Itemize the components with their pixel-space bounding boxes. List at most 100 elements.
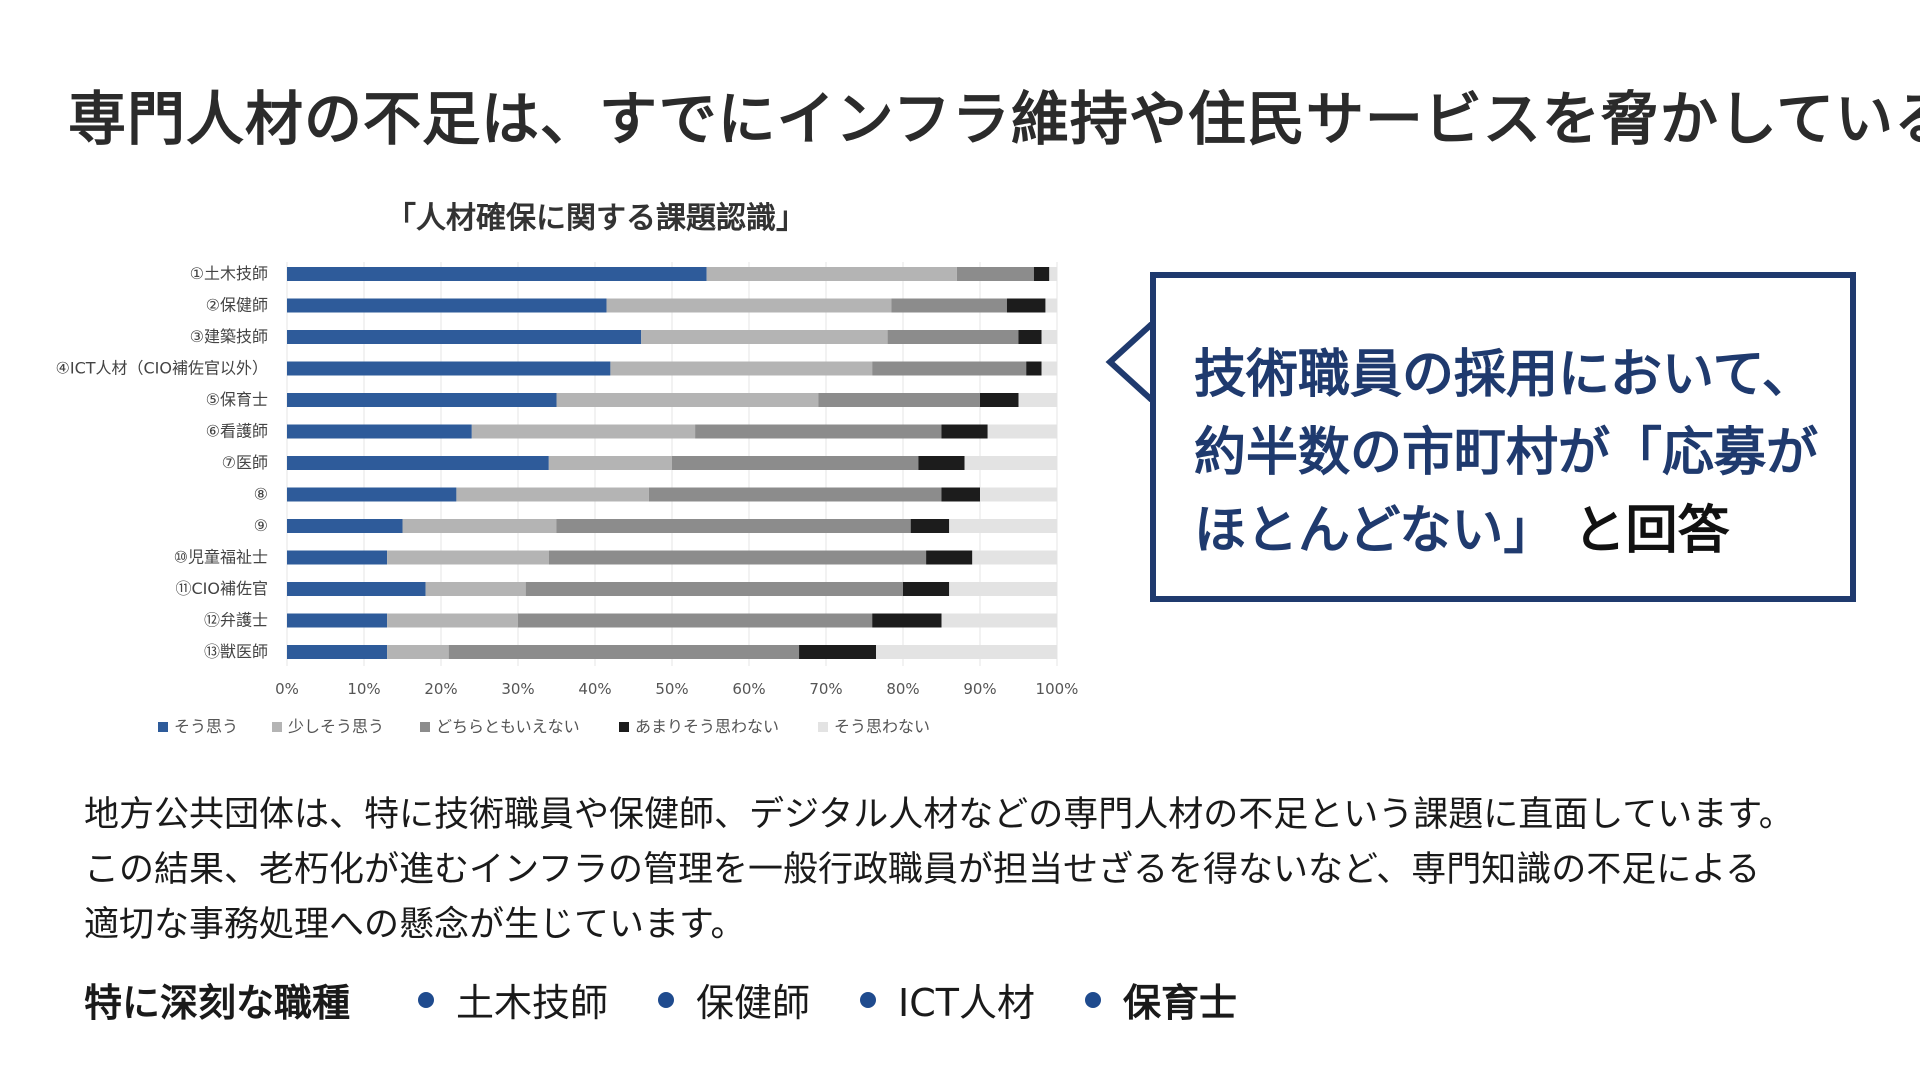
serious-jobs-label: 特に深刻な職種 bbox=[84, 981, 351, 1025]
legend-swatch bbox=[818, 722, 828, 732]
job-item: 土木技師 bbox=[418, 972, 608, 1027]
bar-segment bbox=[1026, 361, 1042, 376]
bar-segment bbox=[287, 267, 707, 281]
category-label: ⑤保育士 bbox=[206, 390, 268, 409]
category-label: ⑨ bbox=[254, 516, 268, 535]
callout-line-3-dark: と回答 bbox=[1573, 501, 1730, 561]
bar-segment bbox=[941, 487, 980, 502]
page-headline: 専門人材の不足は、すでにインフラ維持や住民サービスを脅かしている bbox=[68, 85, 1920, 153]
bar-segment bbox=[287, 456, 549, 470]
serious-jobs-row: 特に深刻な職種 土木技師 保健師 ICT人材 保育士 bbox=[84, 972, 1287, 1027]
category-label: ③建築技師 bbox=[190, 327, 268, 346]
x-tick-label: 10% bbox=[347, 680, 380, 698]
category-label: ⑬獣医師 bbox=[204, 642, 268, 661]
bar-segment bbox=[876, 645, 1057, 659]
bar-segment bbox=[949, 582, 1057, 596]
bar-segment bbox=[964, 456, 1057, 470]
bar-segment bbox=[1041, 361, 1057, 376]
bullet-dot-icon bbox=[860, 991, 877, 1008]
legend-label: どちらともいえない bbox=[436, 717, 580, 736]
bar-segment bbox=[672, 456, 919, 470]
bar-segment bbox=[949, 519, 1057, 533]
bar-segment bbox=[387, 645, 449, 659]
bar-segment bbox=[610, 361, 873, 376]
body-line-3: 適切な事務処理への懸念が生じています。 bbox=[84, 905, 746, 945]
x-tick-label: 0% bbox=[275, 680, 299, 698]
bar-segment bbox=[706, 267, 957, 281]
stacked-bar-chart: 「人材確保に関する課題認識」 0% 10% 20% 30% 40% 50% 60% 70% 80%… bbox=[0, 190, 1110, 750]
category-label: ④ICT人材（CIO補佐官以外） bbox=[56, 359, 269, 378]
bar-segment bbox=[387, 613, 518, 628]
bar-segment bbox=[548, 550, 927, 565]
bar-segment bbox=[1018, 393, 1057, 407]
x-tick-label: 20% bbox=[424, 680, 457, 698]
legend-label: そう思う bbox=[174, 717, 238, 736]
job-text: 土木技師 bbox=[456, 981, 609, 1025]
bar-segment bbox=[648, 487, 942, 502]
job-item: 保健師 bbox=[658, 972, 810, 1027]
callout-line-3-blue: ほとんどない」 bbox=[1194, 501, 1556, 561]
bar-segment bbox=[1049, 267, 1057, 281]
callout-text: 技術職員の採用において、 約半数の市町村が「応募が ほとんどない」 と回答 bbox=[1194, 336, 1830, 570]
bar-segment bbox=[872, 361, 1027, 376]
bar-segment bbox=[548, 456, 672, 470]
bullet-dot-icon bbox=[418, 991, 435, 1008]
bar-segment bbox=[941, 424, 988, 439]
category-label: ⑪CIO補佐官 bbox=[176, 579, 269, 598]
bar-segment bbox=[1018, 330, 1042, 344]
bar-segment bbox=[402, 519, 557, 533]
bar-segment bbox=[956, 267, 1034, 281]
bar-segment bbox=[818, 393, 980, 407]
x-tick-label: 70% bbox=[809, 680, 842, 698]
bar-segment bbox=[525, 582, 903, 596]
bar-segment bbox=[1041, 330, 1057, 344]
bar-segment bbox=[556, 519, 911, 533]
bar-segment bbox=[980, 393, 1019, 407]
bar-segment bbox=[287, 330, 642, 344]
bar-segment bbox=[910, 519, 950, 533]
category-label: ⑧ bbox=[254, 485, 268, 504]
bar-segment bbox=[695, 424, 942, 439]
callout-line-1: 技術職員の採用において、 bbox=[1194, 345, 1814, 405]
callout-box: 技術職員の採用において、 約半数の市町村が「応募が ほとんどない」 と回答 bbox=[1150, 272, 1856, 602]
legend-swatch bbox=[619, 722, 629, 732]
chart-canvas: 「人材確保に関する課題認識」 0% 10% 20% 30% 40% 50% 60% 70% 80%… bbox=[56, 201, 1079, 736]
x-tick-label: 50% bbox=[655, 680, 688, 698]
x-tick-label: 90% bbox=[963, 680, 996, 698]
bullet-dot-icon bbox=[658, 991, 675, 1008]
category-label: ②保健師 bbox=[206, 296, 268, 315]
bar-segment bbox=[606, 298, 892, 313]
job-item: ICT人材 bbox=[860, 972, 1035, 1027]
bar-segment bbox=[941, 613, 1057, 628]
bar-segment bbox=[287, 361, 611, 376]
bar-segment bbox=[556, 393, 819, 407]
bar-segment bbox=[287, 298, 607, 313]
bar-segment bbox=[456, 487, 649, 502]
bar-segment bbox=[1033, 267, 1050, 281]
body-line-2: この結果、老朽化が進むインフラの管理を一般行政職員が担当せざるを得ないなど、専門… bbox=[84, 850, 1761, 890]
category-label: ⑫弁護士 bbox=[204, 611, 268, 630]
job-text: ICT人材 bbox=[898, 981, 1035, 1025]
legend-swatch bbox=[158, 722, 168, 732]
legend-swatch bbox=[272, 722, 282, 732]
chart-title: 「人材確保に関する課題認識」 bbox=[386, 201, 806, 236]
bar-segment bbox=[918, 456, 965, 470]
legend-swatch bbox=[420, 722, 430, 732]
bar-segment bbox=[287, 487, 457, 502]
bar-segment bbox=[287, 645, 388, 659]
bar-segment bbox=[287, 519, 403, 533]
category-label: ⑩児童福祉士 bbox=[174, 548, 268, 567]
bar-segment bbox=[987, 424, 1057, 439]
x-tick-label: 60% bbox=[732, 680, 765, 698]
legend-label: そう思わない bbox=[834, 717, 930, 736]
category-label: ⑥看護師 bbox=[206, 422, 268, 441]
bar-segment bbox=[980, 487, 1057, 502]
bar-segment bbox=[518, 613, 873, 628]
legend-label: 少しそう思う bbox=[288, 717, 384, 736]
job-item: 保育士 bbox=[1085, 972, 1237, 1027]
x-tick-label: 100% bbox=[1036, 680, 1079, 698]
bar-segment bbox=[387, 550, 549, 565]
callout-line-2: 約半数の市町村が「応募が bbox=[1194, 423, 1819, 483]
legend-label: あまりそう思わない bbox=[635, 717, 779, 736]
bullet-dot-icon bbox=[1085, 991, 1101, 1008]
